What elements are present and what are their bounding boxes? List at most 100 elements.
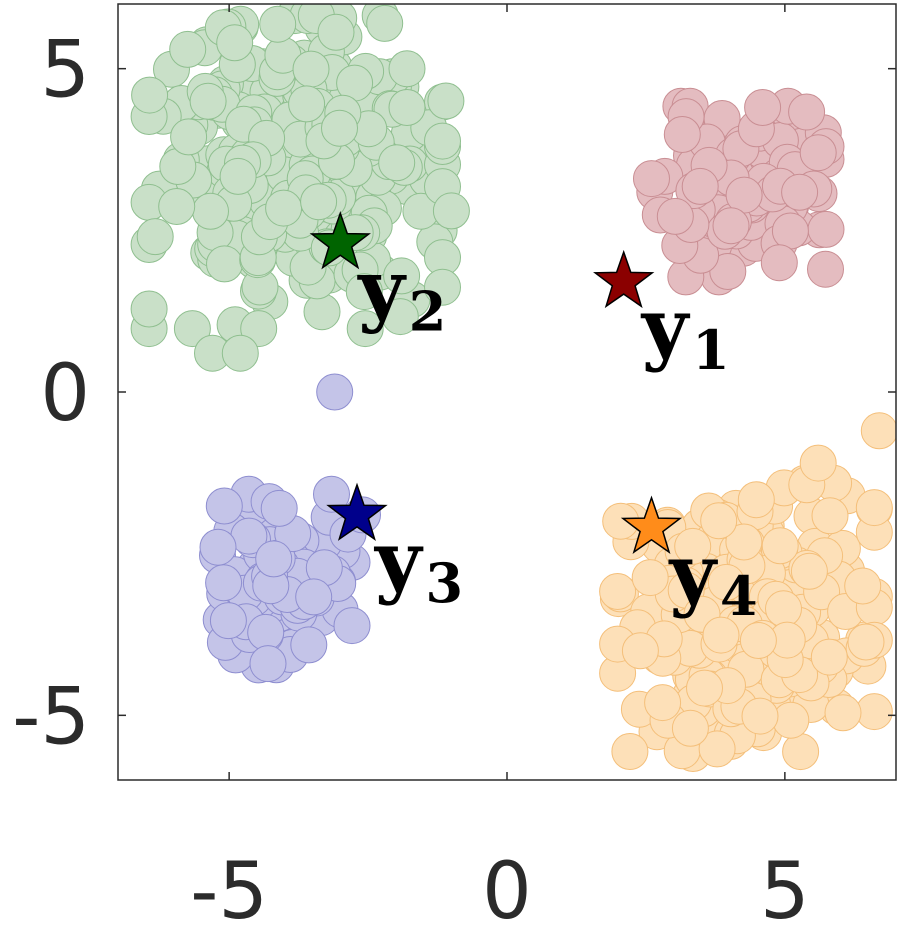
center-label-index: 3 <box>425 551 463 615</box>
data-point <box>725 523 763 561</box>
y-tick-label: -5 <box>12 672 90 762</box>
data-point <box>811 497 849 535</box>
center-star-4 <box>620 495 683 554</box>
data-point <box>611 733 649 770</box>
data-point <box>158 188 196 225</box>
data-point <box>313 475 350 513</box>
data-point <box>189 82 227 120</box>
data-point <box>663 116 701 153</box>
data-point <box>788 93 826 131</box>
center-label-index: 2 <box>409 279 447 343</box>
data-point <box>427 82 465 120</box>
x-tick-label: -5 <box>190 847 268 930</box>
data-point <box>799 444 837 482</box>
data-point <box>712 207 750 245</box>
data-point <box>199 528 237 566</box>
data-point <box>644 684 682 722</box>
data-point <box>737 481 775 519</box>
data-point <box>671 709 709 747</box>
data-point <box>346 310 384 348</box>
data-point <box>855 693 893 731</box>
data-point <box>631 559 669 597</box>
data-point <box>761 527 799 565</box>
data-point <box>807 250 844 288</box>
data-point <box>772 701 810 739</box>
data-point <box>847 623 885 661</box>
data-point <box>686 669 723 707</box>
data-point <box>656 197 694 235</box>
data-point <box>698 730 736 768</box>
data-point <box>259 5 297 43</box>
data-point <box>424 268 461 306</box>
data-point <box>260 489 298 527</box>
data-point <box>790 552 828 590</box>
x-tick-label: 0 <box>482 847 532 930</box>
data-point <box>205 564 243 602</box>
data-point <box>219 157 257 195</box>
center-star-2 <box>309 211 371 270</box>
x-tick-label: 5 <box>760 847 810 930</box>
data-point <box>295 578 333 616</box>
data-point <box>621 632 659 670</box>
center-star-1 <box>593 249 655 309</box>
data-point <box>205 487 243 525</box>
data-point <box>192 192 229 230</box>
cluster-c3 <box>199 373 381 684</box>
data-point <box>781 173 819 211</box>
data-point <box>381 298 419 336</box>
data-point <box>383 257 421 295</box>
data-point <box>288 85 326 123</box>
center-label-2: y2 <box>356 241 446 343</box>
data-point <box>170 118 208 156</box>
data-point <box>265 189 303 227</box>
data-point <box>709 253 747 290</box>
center-label-3: y3 <box>373 513 463 615</box>
y-tick-label: 0 <box>40 349 90 439</box>
data-point <box>810 638 848 676</box>
data-point <box>303 293 341 331</box>
center-label-name: y <box>356 241 407 335</box>
data-point <box>741 697 779 735</box>
data-point <box>290 626 328 664</box>
data-point <box>860 412 896 450</box>
data-point <box>300 183 338 221</box>
ticks-layer: -5 0 5 -5 0 5 <box>12 4 896 930</box>
data-point <box>345 273 383 311</box>
center-star-3 <box>326 482 388 541</box>
data-point <box>844 567 882 605</box>
data-point <box>173 310 211 348</box>
data-point <box>674 527 712 565</box>
data-point <box>169 30 207 68</box>
data-point <box>807 210 845 248</box>
data-point <box>255 540 293 578</box>
data-point <box>316 373 354 411</box>
data-point <box>782 733 820 771</box>
data-point <box>424 122 461 160</box>
data-point <box>321 109 358 147</box>
data-point <box>216 24 254 62</box>
data-point <box>771 212 809 250</box>
data-point <box>366 4 404 42</box>
center-label-index: 4 <box>720 564 758 628</box>
center-label-1: y1 <box>640 280 730 382</box>
data-point <box>378 144 416 182</box>
cluster-c2 <box>130 4 470 372</box>
data-point <box>702 616 740 654</box>
data-point <box>388 50 426 88</box>
data-point <box>855 489 893 527</box>
data-point <box>221 334 259 372</box>
data-point <box>206 245 243 283</box>
data-point <box>209 602 247 640</box>
data-point <box>824 694 862 732</box>
data-point <box>388 89 426 126</box>
data-point <box>707 563 745 601</box>
center-label-name: y <box>668 526 719 620</box>
data-point <box>136 218 174 256</box>
data-point <box>247 613 285 651</box>
center-label-4: y4 <box>668 526 758 628</box>
y-tick-label: 5 <box>40 26 90 116</box>
data-point <box>633 160 670 198</box>
data-point <box>799 134 837 172</box>
